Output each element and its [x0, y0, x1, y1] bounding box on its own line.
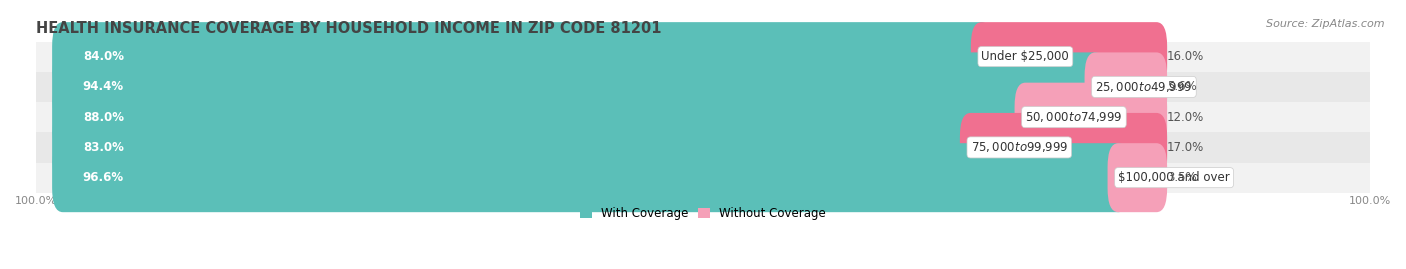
Text: HEALTH INSURANCE COVERAGE BY HOUSEHOLD INCOME IN ZIP CODE 81201: HEALTH INSURANCE COVERAGE BY HOUSEHOLD I… — [37, 21, 662, 36]
FancyBboxPatch shape — [52, 143, 1129, 212]
Text: 88.0%: 88.0% — [83, 111, 124, 124]
Text: 5.6%: 5.6% — [1167, 80, 1197, 93]
Text: 12.0%: 12.0% — [1167, 111, 1205, 124]
Text: $100,000 and over: $100,000 and over — [1118, 171, 1230, 184]
FancyBboxPatch shape — [52, 22, 993, 91]
Text: 17.0%: 17.0% — [1167, 141, 1205, 154]
FancyBboxPatch shape — [52, 52, 1107, 121]
FancyBboxPatch shape — [960, 113, 1167, 182]
FancyBboxPatch shape — [37, 41, 1369, 72]
Text: 96.6%: 96.6% — [83, 171, 124, 184]
FancyBboxPatch shape — [37, 162, 1369, 193]
FancyBboxPatch shape — [1015, 83, 1167, 152]
Text: $75,000 to $99,999: $75,000 to $99,999 — [970, 140, 1069, 154]
Text: Under $25,000: Under $25,000 — [981, 50, 1069, 63]
Text: 84.0%: 84.0% — [83, 50, 124, 63]
FancyBboxPatch shape — [52, 83, 1036, 152]
Text: 94.4%: 94.4% — [83, 80, 124, 93]
Text: 83.0%: 83.0% — [83, 141, 124, 154]
Text: $50,000 to $74,999: $50,000 to $74,999 — [1025, 110, 1123, 124]
Text: $25,000 to $49,999: $25,000 to $49,999 — [1095, 80, 1192, 94]
FancyBboxPatch shape — [37, 132, 1369, 162]
FancyBboxPatch shape — [1108, 143, 1167, 212]
FancyBboxPatch shape — [1084, 52, 1167, 121]
FancyBboxPatch shape — [52, 113, 981, 182]
Text: Source: ZipAtlas.com: Source: ZipAtlas.com — [1267, 19, 1385, 29]
FancyBboxPatch shape — [970, 22, 1167, 91]
Text: 3.5%: 3.5% — [1167, 171, 1197, 184]
Legend: With Coverage, Without Coverage: With Coverage, Without Coverage — [579, 207, 827, 220]
Text: 16.0%: 16.0% — [1167, 50, 1205, 63]
FancyBboxPatch shape — [37, 102, 1369, 132]
FancyBboxPatch shape — [37, 72, 1369, 102]
